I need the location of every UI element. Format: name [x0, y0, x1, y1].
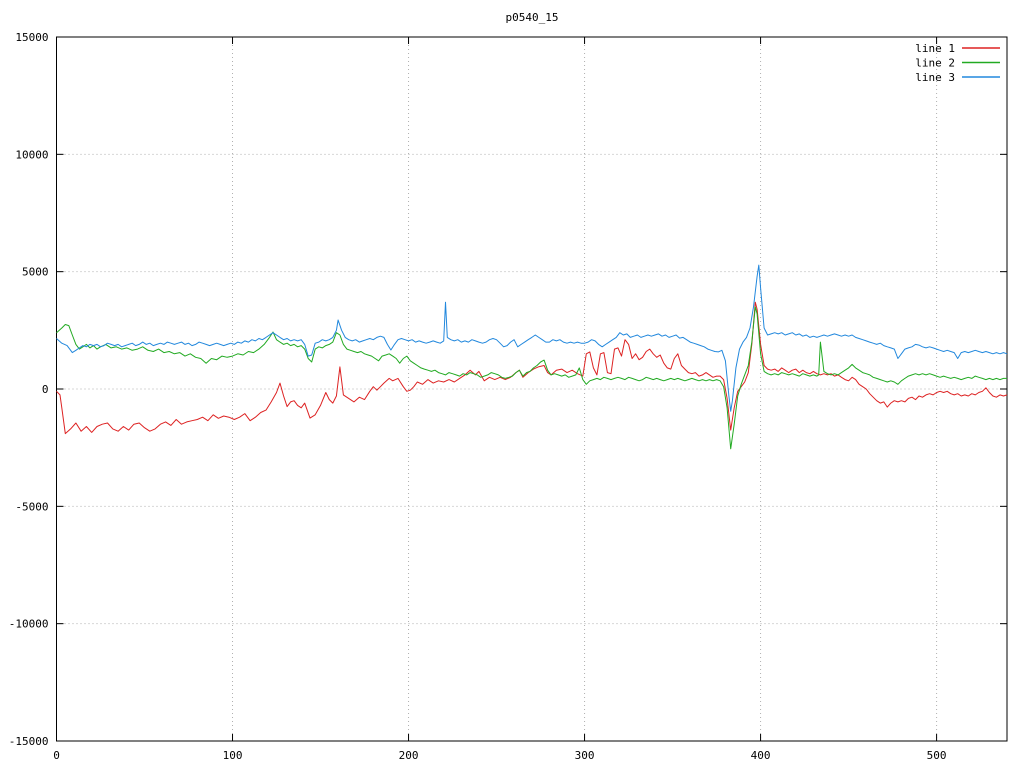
- x-tick-label: 100: [223, 749, 243, 762]
- y-tick-label: 10000: [15, 148, 48, 161]
- plot-border: [56, 36, 1008, 742]
- x-tick-label: 300: [575, 749, 595, 762]
- x-tick-label: 500: [927, 749, 947, 762]
- axis-labels: -15000 -10000 -5000 0 5000 10000 15000 0 100 200 3…: [9, 31, 947, 762]
- y-tick-label: -15000: [9, 735, 49, 748]
- legend-label: line 2: [915, 57, 955, 70]
- legend-label: line 1: [915, 42, 955, 55]
- series-line-1: [56, 301, 1008, 435]
- y-tick-label: 15000: [15, 31, 48, 44]
- y-tick-label: -5000: [15, 500, 48, 513]
- x-tick-label: 0: [53, 749, 60, 762]
- plot-frame: [56, 36, 1008, 742]
- x-tick-label: 200: [399, 749, 419, 762]
- legend-label: line 3: [915, 71, 955, 84]
- y-tick-label: 0: [42, 383, 49, 396]
- chart-title: p0540_15: [506, 11, 559, 24]
- grid-layer: [56, 36, 1007, 742]
- series-line-2: [56, 306, 1007, 450]
- y-tick-label: 5000: [22, 266, 49, 279]
- series-line-3: [56, 264, 1008, 412]
- x-tick-label: 400: [751, 749, 771, 762]
- y-tick-label: -10000: [9, 618, 49, 631]
- series-layer: [56, 264, 1008, 450]
